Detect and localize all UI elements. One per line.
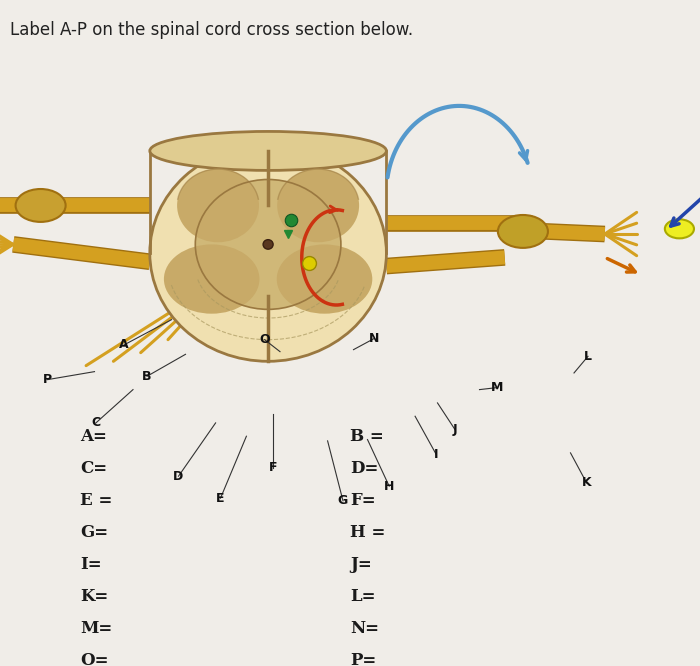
Ellipse shape <box>276 244 372 314</box>
Text: I: I <box>434 448 438 461</box>
Text: G: G <box>338 494 348 507</box>
Text: F=: F= <box>350 492 376 509</box>
Ellipse shape <box>277 168 359 242</box>
Text: K: K <box>582 476 591 490</box>
Ellipse shape <box>665 219 694 238</box>
Text: L=: L= <box>350 587 375 605</box>
Text: I=: I= <box>80 555 102 573</box>
Text: J: J <box>453 423 457 436</box>
Text: B: B <box>142 370 152 383</box>
Text: O: O <box>259 333 270 346</box>
Text: A: A <box>119 338 129 352</box>
Text: P=: P= <box>350 651 377 666</box>
Ellipse shape <box>15 189 66 222</box>
Text: D=: D= <box>350 460 379 477</box>
Text: C=: C= <box>80 460 108 477</box>
Text: G=: G= <box>80 523 108 541</box>
Text: N=: N= <box>350 619 379 637</box>
Text: P: P <box>43 373 52 386</box>
Ellipse shape <box>498 215 548 248</box>
Text: F: F <box>269 461 277 474</box>
Text: K=: K= <box>80 587 108 605</box>
Text: J=: J= <box>350 555 372 573</box>
Text: M=: M= <box>80 619 113 637</box>
Ellipse shape <box>150 145 386 361</box>
Text: M: M <box>491 381 503 394</box>
Text: E =: E = <box>80 492 113 509</box>
Text: N: N <box>370 332 379 345</box>
Text: H =: H = <box>350 523 386 541</box>
Ellipse shape <box>177 168 259 242</box>
Text: H: H <box>384 480 394 493</box>
Text: D: D <box>174 470 183 483</box>
Ellipse shape <box>150 131 386 170</box>
Text: O=: O= <box>80 651 109 666</box>
Text: L: L <box>584 350 592 363</box>
Text: E: E <box>216 492 225 505</box>
Text: Label A-P on the spinal cord cross section below.: Label A-P on the spinal cord cross secti… <box>10 21 414 39</box>
Ellipse shape <box>195 179 341 309</box>
Ellipse shape <box>164 244 260 314</box>
Circle shape <box>263 240 273 249</box>
Text: B =: B = <box>350 428 384 445</box>
Text: C: C <box>91 416 101 430</box>
Text: A=: A= <box>80 428 107 445</box>
